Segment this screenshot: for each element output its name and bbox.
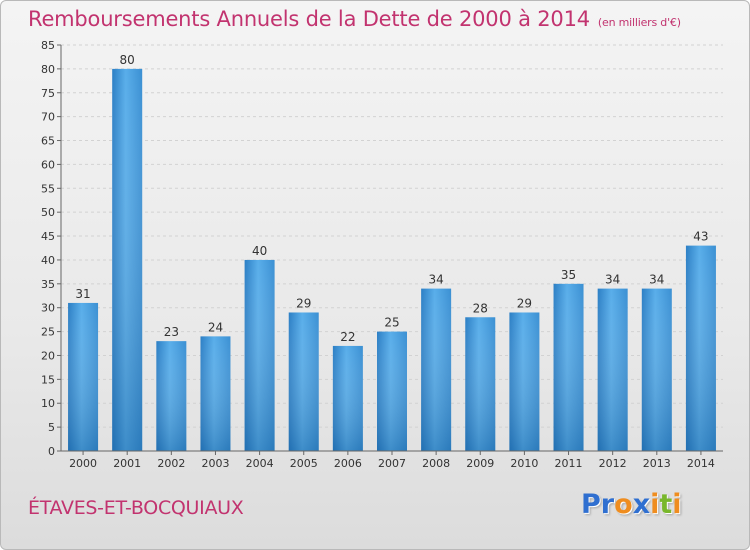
chart-unit: (en milliers d'€) <box>597 16 681 29</box>
y-tick-label: 25 <box>41 326 55 339</box>
x-tick-label: 2014 <box>687 457 715 470</box>
y-tick-label: 5 <box>48 421 55 434</box>
value-label: 43 <box>693 230 708 244</box>
value-label: 22 <box>340 330 355 344</box>
y-tick-label: 60 <box>41 158 55 171</box>
y-tick-label: 0 <box>48 445 55 458</box>
value-label: 34 <box>428 273 443 287</box>
y-tick-label: 75 <box>41 87 55 100</box>
bar-shade <box>641 288 672 451</box>
x-tick-label: 2002 <box>157 457 185 470</box>
value-label: 34 <box>605 273 620 287</box>
x-tick-label: 2004 <box>246 457 274 470</box>
x-tick-label: 2003 <box>201 457 229 470</box>
y-tick-label: 10 <box>41 397 55 410</box>
x-tick-label: 2006 <box>334 457 362 470</box>
bar-shade <box>377 331 407 451</box>
y-tick-label: 40 <box>41 254 55 267</box>
value-label: 23 <box>164 325 179 339</box>
value-label: 35 <box>561 268 576 282</box>
x-tick-label: 2009 <box>466 457 494 470</box>
bar-shade <box>553 283 584 451</box>
x-tick-label: 2013 <box>643 457 671 470</box>
y-tick-label: 20 <box>41 349 55 362</box>
logo-letter: P <box>581 489 601 520</box>
value-label: 28 <box>473 301 488 315</box>
y-tick-label: 80 <box>41 63 55 76</box>
bar-shade <box>244 259 275 451</box>
chart-title-text: Remboursements Annuels de la Dette de 20… <box>28 7 590 31</box>
y-tick-label: 85 <box>41 39 55 52</box>
x-tick-label: 2010 <box>510 457 538 470</box>
y-tick-label: 65 <box>41 135 55 148</box>
logo-letter: r <box>600 489 615 520</box>
x-tick-label: 2000 <box>69 457 97 470</box>
value-label: 29 <box>517 296 532 310</box>
bar-shade <box>509 312 540 451</box>
value-label: 80 <box>120 53 135 67</box>
proxiti-logo: Proxiti <box>581 489 682 520</box>
bar-shade <box>465 317 496 451</box>
logo-letter: x <box>632 489 651 520</box>
x-tick-label: 2001 <box>113 457 141 470</box>
chart-title: Remboursements Annuels de la Dette de 20… <box>28 7 681 31</box>
value-label: 31 <box>75 287 90 301</box>
bar-shade <box>112 68 143 451</box>
y-tick-label: 50 <box>41 206 55 219</box>
y-tick-label: 45 <box>41 230 55 243</box>
y-tick-label: 35 <box>41 278 55 291</box>
x-tick-label: 2011 <box>555 457 583 470</box>
y-tick-label: 30 <box>41 302 55 315</box>
logo-letter: o <box>614 489 633 520</box>
bar-shade <box>332 345 363 451</box>
x-tick-label: 2008 <box>422 457 450 470</box>
x-tick-label: 2012 <box>599 457 627 470</box>
bar-shade <box>421 288 452 451</box>
logo-letter: i <box>650 489 660 520</box>
x-tick-label: 2005 <box>290 457 318 470</box>
bar-shade <box>597 288 628 451</box>
value-label: 40 <box>252 244 267 258</box>
value-label: 34 <box>649 273 664 287</box>
y-tick-label: 15 <box>41 373 55 386</box>
y-tick-label: 55 <box>41 182 55 195</box>
logo-letter: i <box>672 489 682 520</box>
value-label: 29 <box>296 296 311 310</box>
x-tick-label: 2007 <box>378 457 406 470</box>
bar-shade <box>685 245 716 451</box>
value-label: 25 <box>384 316 399 330</box>
value-label: 24 <box>208 320 223 334</box>
y-tick-label: 70 <box>41 111 55 124</box>
logo-letter: t <box>659 489 673 520</box>
bar-shade <box>200 336 231 451</box>
place-name: ÉTAVES-ET-BOCQUIAUX <box>28 497 244 519</box>
bar-shade <box>288 312 319 451</box>
bar-shade <box>68 302 99 451</box>
bar-shade <box>156 341 187 451</box>
